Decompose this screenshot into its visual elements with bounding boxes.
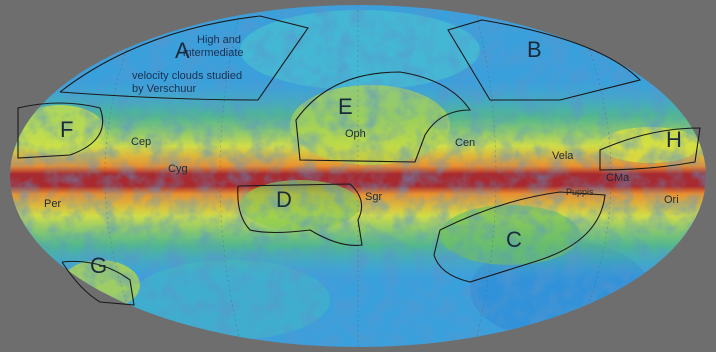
annotation-line: velocity clouds studied xyxy=(132,70,242,82)
region-label: F xyxy=(60,117,73,142)
region-label: B xyxy=(527,37,542,62)
constellation-label: Ori xyxy=(664,194,679,206)
constellation-label: Cen xyxy=(455,137,475,149)
region-label: D xyxy=(276,187,292,212)
constellation-label: Puppis xyxy=(566,187,594,197)
constellation-label: Oph xyxy=(345,128,366,140)
constellation-label: Per xyxy=(44,198,61,210)
region-label: G xyxy=(90,253,107,278)
constellation-label: CMa xyxy=(606,172,630,184)
constellation-label: Vela xyxy=(552,150,574,162)
region-label: H xyxy=(666,127,682,152)
constellation-label: Cyg xyxy=(168,163,188,175)
constellation-label: Sgr xyxy=(365,191,382,203)
constellation-label: Cep xyxy=(131,136,151,148)
annotation-line: High and xyxy=(197,34,241,46)
region-label: E xyxy=(338,94,353,119)
sky-map: A B C D E F G H High and intermediate ve… xyxy=(0,0,716,352)
region-label: C xyxy=(506,227,522,252)
annotation-line: by Verschuur xyxy=(132,83,197,95)
annotation-line: intermediate xyxy=(183,47,244,59)
